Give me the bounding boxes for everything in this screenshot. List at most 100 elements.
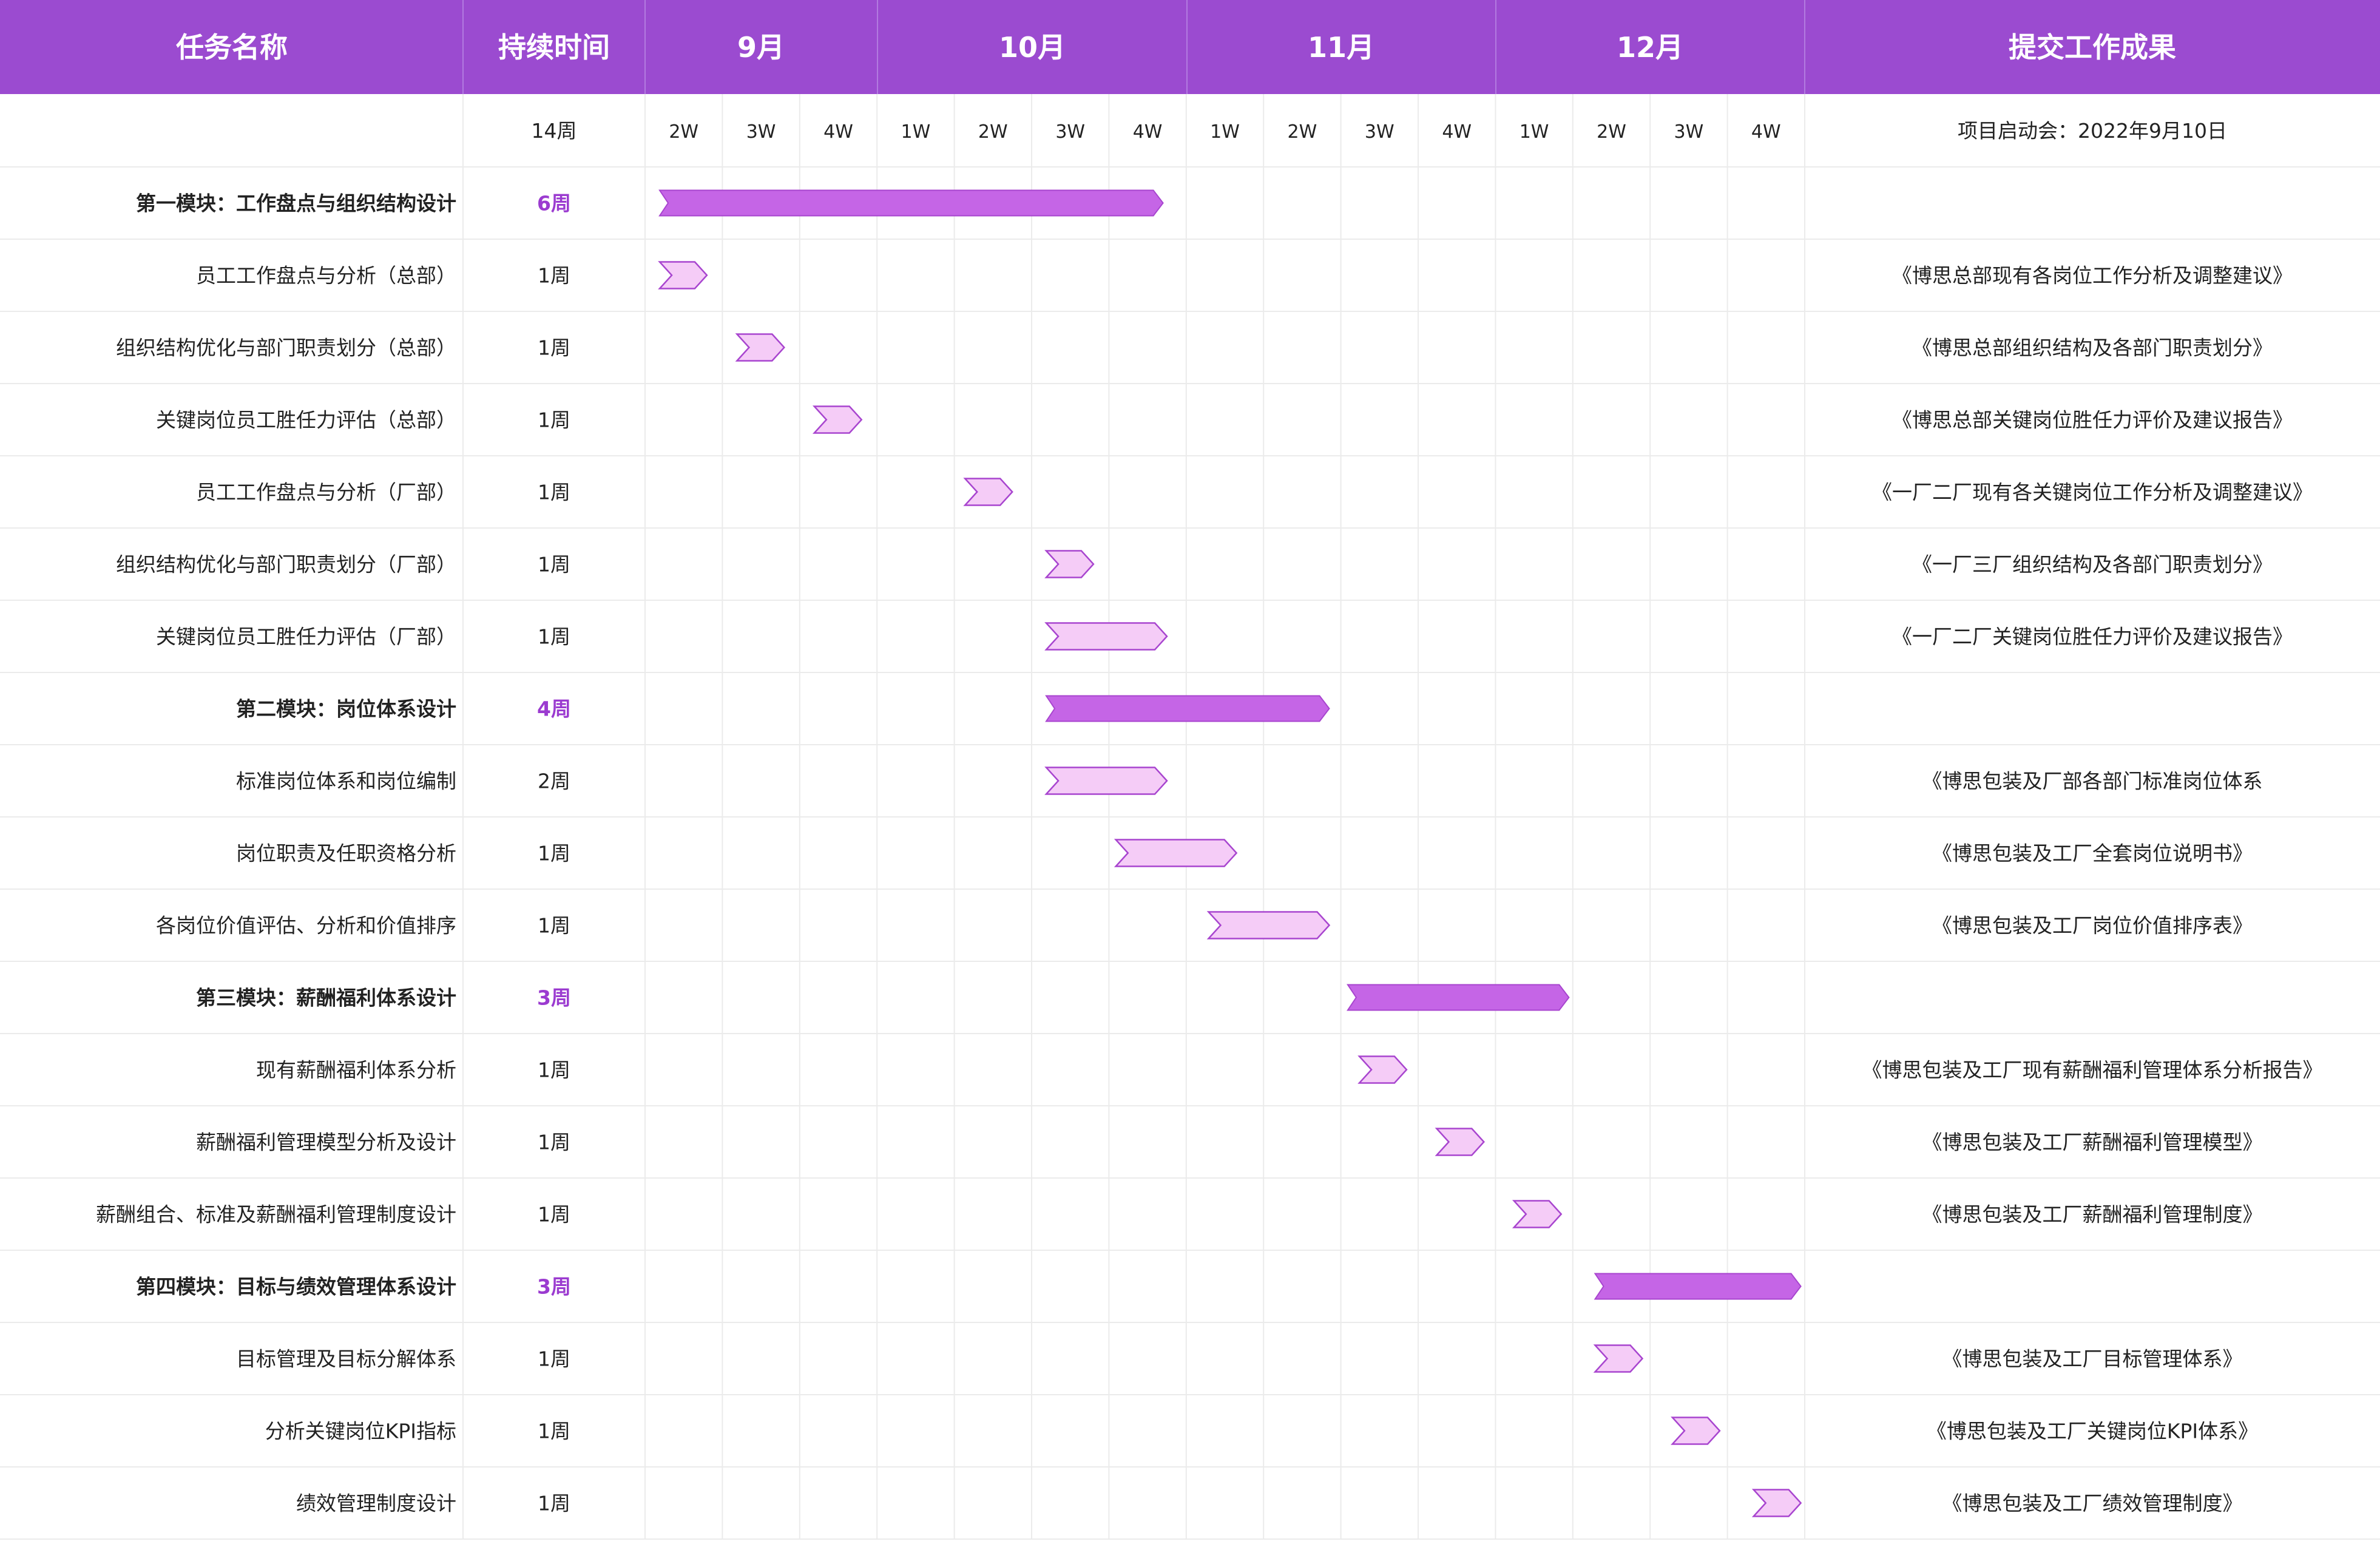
task-bar bbox=[812, 405, 863, 434]
month-header-nov: 11月 bbox=[1308, 31, 1374, 64]
deliverable-column-header: 提交工作成果 bbox=[2009, 31, 2176, 64]
task-duration: 1周 bbox=[538, 1420, 570, 1443]
task-duration: 3周 bbox=[537, 1275, 571, 1299]
task-bar bbox=[735, 333, 785, 362]
task-name: 员工工作盘点与分析（总部） bbox=[196, 264, 456, 288]
task-bar bbox=[1671, 1417, 1721, 1445]
week-labels: 2W 3W 4W 1W 2W 3W 4W 1W 2W 3W 4W 1W 2W 3W 4W bbox=[669, 121, 1780, 143]
task-duration: 6周 bbox=[537, 192, 571, 215]
task-name: 组织结构优化与部门职责划分（厂部） bbox=[116, 553, 456, 577]
task-name: 薪酬福利管理模型分析及设计 bbox=[196, 1131, 456, 1154]
kickoff-note: 项目启动会：2022年9月10日 bbox=[1958, 119, 2227, 143]
week-label: 4W bbox=[1133, 121, 1163, 143]
month-header-dec: 12月 bbox=[1617, 31, 1683, 64]
task-row: 员工工作盘点与分析（厂部） 1周 《一厂二厂现有各关键岗位工作分析及调整建议》 bbox=[196, 478, 2313, 506]
task-name: 第四模块：目标与绩效管理体系设计 bbox=[136, 1275, 456, 1299]
task-bar bbox=[1044, 622, 1168, 651]
module-bar bbox=[658, 189, 1164, 217]
week-label: 2W bbox=[1597, 121, 1626, 143]
task-deliverable: 《博思包装及厂部各部门标准岗位体系 bbox=[1922, 770, 2263, 793]
week-label: 3W bbox=[1674, 121, 1704, 143]
task-name: 分析关键岗位KPI指标 bbox=[265, 1420, 456, 1443]
task-row: 员工工作盘点与分析（总部） 1周 《博思总部现有各岗位工作分析及调整建议》 bbox=[196, 261, 2293, 289]
module-row: 第四模块：目标与绩效管理体系设计 3周 bbox=[136, 1273, 1802, 1300]
month-header-sep: 9月 bbox=[737, 31, 785, 64]
module-bar bbox=[1594, 1273, 1802, 1300]
task-duration: 3周 bbox=[537, 986, 571, 1010]
task-name: 关键岗位员工胜任力评估（总部） bbox=[156, 408, 456, 432]
task-row: 关键岗位员工胜任力评估（总部） 1周 《博思总部关键岗位胜任力评价及建议报告》 bbox=[156, 405, 2293, 434]
task-bar bbox=[1044, 550, 1095, 578]
total-duration: 14周 bbox=[532, 119, 577, 143]
task-row: 薪酬福利管理模型分析及设计 1周 《博思包装及工厂薪酬福利管理模型》 bbox=[196, 1128, 2263, 1156]
task-deliverable: 《一厂二厂关键岗位胜任力评价及建议报告》 bbox=[1892, 625, 2293, 649]
task-duration: 1周 bbox=[538, 1131, 570, 1154]
task-name: 目标管理及目标分解体系 bbox=[236, 1347, 456, 1371]
task-duration: 1周 bbox=[538, 264, 570, 288]
task-duration: 1周 bbox=[538, 1058, 570, 1082]
module-row: 第三模块：薪酬福利体系设计 3周 bbox=[196, 984, 1570, 1011]
task-bar bbox=[963, 478, 1013, 506]
task-name: 绩效管理制度设计 bbox=[296, 1492, 456, 1515]
task-bar bbox=[1357, 1055, 1408, 1084]
task-bar bbox=[1114, 839, 1238, 867]
task-bar bbox=[1206, 911, 1331, 939]
task-deliverable: 《一厂二厂现有各关键岗位工作分析及调整建议》 bbox=[1872, 481, 2313, 504]
header-band bbox=[0, 0, 2380, 94]
week-label: 1W bbox=[901, 121, 931, 143]
task-row: 目标管理及目标分解体系 1周 《博思包装及工厂目标管理体系》 bbox=[236, 1344, 2243, 1373]
task-name: 标准岗位体系和岗位编制 bbox=[236, 770, 456, 793]
task-name: 薪酬组合、标准及薪酬福利管理制度设计 bbox=[96, 1203, 456, 1227]
week-label: 3W bbox=[1365, 121, 1395, 143]
task-deliverable: 《博思总部现有各岗位工作分析及调整建议》 bbox=[1892, 264, 2293, 288]
task-deliverable: 《博思包装及工厂全套岗位说明书》 bbox=[1932, 842, 2253, 865]
task-duration: 1周 bbox=[538, 1347, 570, 1371]
task-bar bbox=[1512, 1200, 1563, 1228]
module-bar bbox=[1045, 695, 1330, 722]
task-duration: 1周 bbox=[538, 553, 570, 577]
grid-lines bbox=[0, 94, 2380, 1540]
task-deliverable: 《一厂三厂组织结构及各部门职责划分》 bbox=[1912, 553, 2273, 577]
task-row: 绩效管理制度设计 1周 《博思包装及工厂绩效管理制度》 bbox=[296, 1489, 2243, 1517]
task-deliverable: 《博思总部组织结构及各部门职责划分》 bbox=[1912, 336, 2273, 360]
week-label: 1W bbox=[1210, 121, 1240, 143]
task-duration: 2周 bbox=[538, 770, 570, 793]
task-deliverable: 《博思包装及工厂绩效管理制度》 bbox=[1942, 1492, 2243, 1515]
task-duration: 1周 bbox=[538, 336, 570, 360]
task-row: 各岗位价值评估、分析和价值排序 1周 《博思包装及工厂岗位价值排序表》 bbox=[156, 911, 2253, 939]
task-bar bbox=[1593, 1344, 1644, 1373]
module-row: 第一模块：工作盘点与组织结构设计 6周 bbox=[136, 189, 1164, 217]
task-deliverable: 《博思包装及工厂关键岗位KPI体系》 bbox=[1927, 1420, 2258, 1443]
task-name: 第一模块：工作盘点与组织结构设计 bbox=[136, 192, 456, 215]
task-deliverable: 《博思包装及工厂目标管理体系》 bbox=[1942, 1347, 2243, 1371]
task-duration: 1周 bbox=[538, 625, 570, 649]
header-labels: 任务名称 持续时间 9月 10月 11月 12月 提交工作成果 bbox=[176, 31, 2176, 64]
task-row: 现有薪酬福利体系分析 1周 《博思包装及工厂现有薪酬福利管理体系分析报告》 bbox=[256, 1055, 2323, 1084]
task-name: 组织结构优化与部门职责划分（总部） bbox=[116, 336, 456, 360]
week-label: 2W bbox=[978, 121, 1008, 143]
task-row: 标准岗位体系和岗位编制 2周 《博思包装及厂部各部门标准岗位体系 bbox=[236, 767, 2263, 795]
task-deliverable: 《博思包装及工厂现有薪酬福利管理体系分析报告》 bbox=[1862, 1058, 2323, 1082]
week-label: 2W bbox=[669, 121, 698, 143]
task-duration: 1周 bbox=[538, 408, 570, 432]
task-name: 现有薪酬福利体系分析 bbox=[256, 1058, 456, 1082]
task-column-header: 任务名称 bbox=[176, 31, 288, 64]
task-deliverable: 《博思包装及工厂薪酬福利管理制度》 bbox=[1922, 1203, 2263, 1227]
task-deliverable: 《博思包装及工厂岗位价值排序表》 bbox=[1932, 914, 2253, 938]
task-name: 关键岗位员工胜任力评估（厂部） bbox=[156, 625, 456, 649]
week-label: 1W bbox=[1520, 121, 1549, 143]
task-duration: 1周 bbox=[538, 842, 570, 865]
task-row: 薪酬组合、标准及薪酬福利管理制度设计 1周 《博思包装及工厂薪酬福利管理制度》 bbox=[96, 1200, 2263, 1228]
module-bar bbox=[1347, 984, 1570, 1011]
week-label: 3W bbox=[1055, 121, 1085, 143]
week-label: 2W bbox=[1288, 121, 1317, 143]
header-dividers bbox=[462, 0, 1805, 94]
task-row: 岗位职责及任职资格分析 1周 《博思包装及工厂全套岗位说明书》 bbox=[236, 839, 2253, 867]
task-duration: 4周 bbox=[537, 697, 571, 721]
month-header-oct: 10月 bbox=[999, 31, 1066, 64]
week-label: 4W bbox=[1751, 121, 1781, 143]
task-duration: 1周 bbox=[538, 1492, 570, 1515]
